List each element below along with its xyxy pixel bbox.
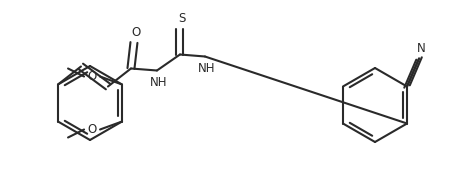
- Text: NH: NH: [198, 62, 216, 75]
- Text: O: O: [131, 26, 141, 39]
- Text: O: O: [87, 70, 97, 83]
- Text: NH: NH: [150, 76, 168, 89]
- Text: S: S: [178, 12, 185, 25]
- Text: O: O: [87, 123, 97, 136]
- Text: N: N: [417, 42, 425, 55]
